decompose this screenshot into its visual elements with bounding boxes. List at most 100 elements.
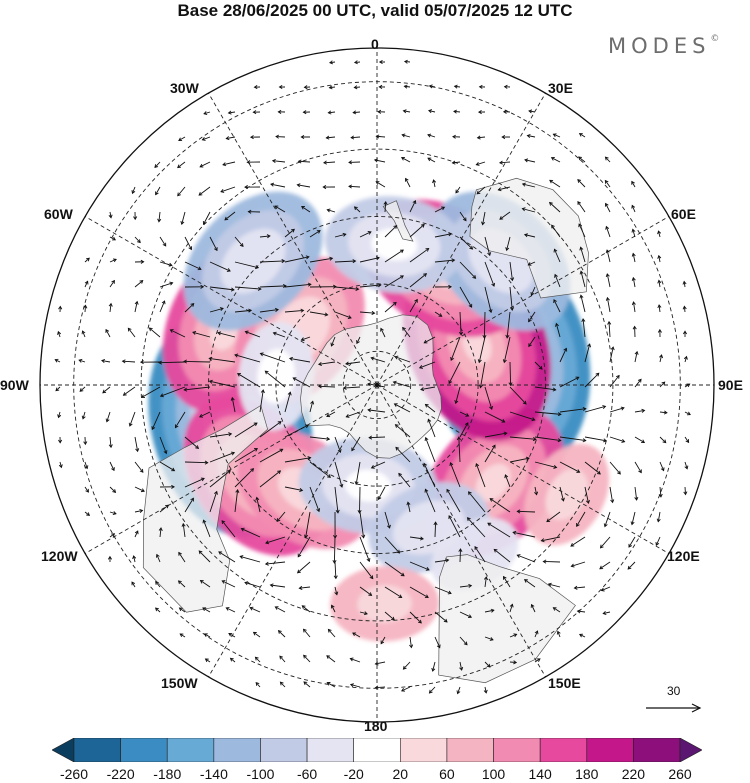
wind-arrow [503,575,511,588]
lon-label-150e: 150E [548,675,581,691]
wind-arrow [552,133,561,138]
wind-arrow [684,411,691,416]
wind-arrow [317,384,336,389]
wind-arrow [484,411,506,423]
wind-arrow [534,630,539,638]
wind-arrow [300,134,311,140]
wind-arrow [579,294,586,313]
wind-arrow [199,411,211,418]
wind-arrow [424,403,436,413]
wind-arrow [484,236,492,257]
wind-arrow [275,134,286,139]
wind-arrow [58,436,63,444]
wind-arrow [342,385,361,390]
wind-arrow [107,555,113,563]
wind-arrow [58,461,63,469]
colorbar-swatch [213,738,261,762]
wind-arrow [401,133,411,138]
wind-arrow [108,211,113,219]
wind-arrow [402,109,411,114]
wind-arrow [159,261,173,267]
wind-arrow [259,389,265,413]
wind-arrow [359,611,368,616]
wind-arrow [578,633,586,638]
wind-arrow [221,520,236,538]
wind-arrow [448,361,461,385]
wind-arrow [477,110,486,115]
wind-arrow [345,411,361,418]
colorbar-tick-label: -220 [106,766,135,782]
wind-arrow [657,230,662,238]
colorbar-tick-label: 260 [668,766,692,782]
wind-arrow [309,311,329,317]
wind-arrow [577,179,586,188]
wind-arrow [159,236,167,247]
wind-arrow [78,358,86,363]
wind-arrow [184,303,195,313]
wind-arrow [349,683,361,688]
wind-arrow [484,431,508,438]
wind-arrow [177,161,186,169]
wind-arrow [84,461,89,470]
colorbar-tick-label: 20 [392,766,409,782]
wind-arrow [259,283,287,289]
wind-arrow [208,356,236,363]
wind-arrow [403,59,411,64]
wind-arrow [401,686,411,692]
wind-arrow [288,356,311,363]
wind-arrow [434,284,453,289]
wind-arrow [684,436,690,444]
wind-arrow [448,515,461,538]
wind-arrow [234,422,258,438]
wind-arrow [192,330,211,338]
wind-arrow [351,436,361,452]
wind-arrow [227,110,236,115]
wind-arrow [230,396,236,413]
wind-arrow [198,550,211,563]
wind-arrow [584,343,592,363]
wind-arrow [367,408,386,413]
wind-arrow [222,161,236,167]
wind-arrow [449,462,461,488]
wind-arrow [105,411,111,423]
wind-arrow [434,636,441,649]
wind-arrow [684,461,689,470]
wind-arrow [198,186,211,196]
wind-arrow [236,373,261,388]
wind-arrow [353,60,361,65]
wind-arrow [373,158,386,163]
wind-arrow [334,232,347,238]
wind-arrow [579,246,586,263]
wind-arrow [284,255,310,263]
wind-arrow [548,201,561,213]
wind-arrow [302,628,311,638]
wind-arrow [528,336,536,348]
wind-arrow [630,511,636,526]
lon-label-120e: 120E [667,548,700,564]
wind-arrow [523,233,536,238]
wind-arrow [54,358,61,363]
wind-arrow [334,586,339,596]
wind-arrow [384,225,398,238]
colorbar-tick-label: 180 [575,766,599,782]
wind-arrow [459,261,477,279]
wind-arrow [184,284,205,289]
wind-arrow [431,661,436,672]
wind-arrow [427,418,436,438]
wind-arrow [84,486,89,493]
wind-arrow [459,661,464,671]
wind-arrow [395,446,411,463]
wind-arrow [284,228,295,238]
wind-arrow [330,336,336,347]
wind-arrow [424,436,436,463]
wind-arrow [534,436,562,443]
wind-arrow [323,160,336,165]
wind-arrow [467,491,486,513]
wind-arrow [159,300,166,313]
wind-arrow [224,211,236,221]
wind-arrow [368,435,386,440]
wind-arrow [456,686,461,695]
wind-arrow [134,436,140,453]
colorbar-tick-label: -180 [153,766,182,782]
wind-arrow [326,682,336,688]
